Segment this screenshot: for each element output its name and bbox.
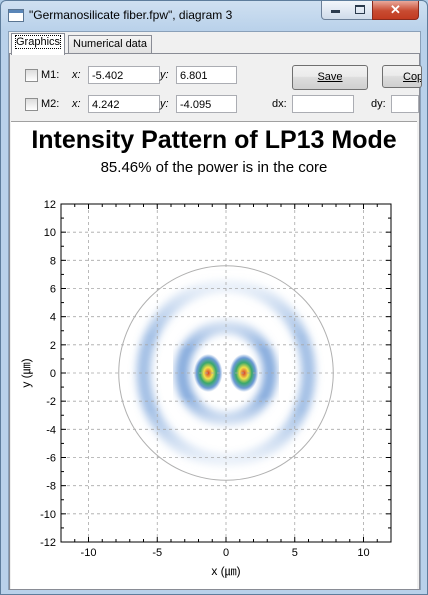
tab-numerical-data[interactable]: Numerical data (68, 35, 152, 54)
chart-subtitle: 85.46% of the power is in the core (100, 159, 328, 176)
maximize-button[interactable] (347, 1, 373, 20)
y-tick-label: -8 (46, 481, 56, 493)
chart-title: Intensity Pattern of LP13 Mode (31, 126, 397, 154)
y-tick-label: 12 (44, 199, 56, 211)
dx-label: dx: (272, 98, 287, 110)
m2-checkbox[interactable] (25, 98, 38, 111)
y-axis-label: y (㎛) (19, 358, 33, 387)
title-bar[interactable]: "Germanosilicate fiber.fpw", diagram 3 ✕ (1, 1, 427, 29)
intensity-chart: -10 -5 0 5 10 12 10 8 6 4 2 0 -2 -4 -6 -8 -10 -12 x (㎛) y (… (19, 199, 392, 578)
y-tick-label: 8 (50, 255, 56, 267)
y-tick-label: -4 (46, 424, 56, 436)
x-tick-label: 5 (292, 547, 298, 559)
tab-graphics[interactable]: Graphics (11, 33, 66, 55)
y-tick-label: -12 (40, 537, 56, 549)
y-tick-label: 4 (50, 312, 56, 324)
maximize-icon (354, 5, 365, 14)
close-button[interactable]: ✕ (372, 1, 419, 20)
copy-button-label: Copy (403, 71, 421, 83)
m1-x-label: x: (72, 69, 81, 81)
dy-field[interactable] (391, 95, 419, 113)
x-tick-label: -5 (152, 547, 162, 559)
m2-x-field[interactable]: 4.242 (88, 95, 160, 113)
m1-label: M1: (41, 69, 60, 81)
intensity-lobe-1 (193, 353, 223, 393)
m2-x-label: x: (72, 98, 81, 110)
m1-x-field[interactable]: -5.402 (88, 66, 160, 84)
y-tick-label: -2 (46, 396, 56, 408)
minimize-icon (330, 10, 340, 13)
x-tick-label: -10 (81, 547, 97, 559)
m2-y-label: y: (160, 98, 169, 110)
m1-y-label: y: (160, 69, 169, 81)
y-tick-label: 6 (50, 284, 56, 296)
dx-field[interactable] (292, 95, 354, 113)
tab-graphics-label: Graphics (14, 35, 62, 49)
x-axis-label: x (㎛) (211, 564, 240, 578)
close-icon: ✕ (390, 2, 401, 17)
m1-y-field[interactable]: 6.801 (176, 66, 237, 84)
y-tick-label: -10 (40, 509, 56, 521)
y-tick-label: 2 (50, 340, 56, 352)
tab-strip: Graphics Numerical data (9, 32, 420, 55)
y-tick-label: 10 (44, 227, 56, 239)
axis-ticks (60, 203, 392, 543)
grid (61, 203, 391, 543)
window-app-icon[interactable] (8, 9, 24, 22)
diagram-client-area: Graphics Numerical data M1: x: -5.402 y:… (8, 31, 422, 590)
graphics-panel: M1: x: -5.402 y: 6.801 Save Copy M2: x: … (9, 53, 422, 590)
m1-checkbox[interactable] (25, 69, 38, 82)
save-button[interactable]: Save (292, 65, 368, 90)
window-title: "Germanosilicate fiber.fpw", diagram 3 (29, 8, 233, 22)
core-boundary (118, 265, 334, 481)
tab-numerical-data-label: Numerical data (73, 38, 147, 50)
m2-y-field[interactable]: -4.095 (176, 95, 237, 113)
copy-button[interactable]: Copy (382, 65, 422, 88)
plot-area[interactable]: Intensity Pattern of LP13 Mode 85.46% of… (11, 121, 417, 589)
x-tick-label: 10 (357, 547, 369, 559)
save-button-label: Save (317, 71, 343, 83)
x-tick-label: 0 (223, 547, 229, 559)
dy-label: dy: (371, 98, 386, 110)
y-tick-label: -6 (46, 453, 56, 465)
y-tick-label: 0 (50, 368, 56, 380)
m2-label: M2: (41, 98, 60, 110)
minimize-button[interactable] (321, 1, 349, 20)
